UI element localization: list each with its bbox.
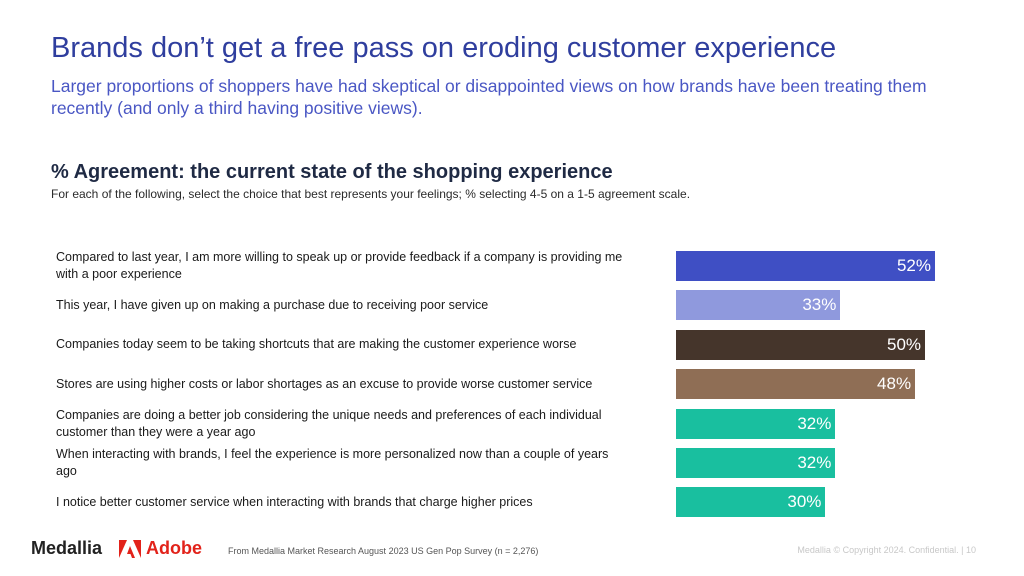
category-label: Companies are doing a better job conside…: [56, 407, 602, 439]
bar: 52%: [676, 251, 935, 281]
chart-title: % Agreement: the current state of the sh…: [51, 161, 613, 183]
page-title: Brands don’t get a free pass on eroding …: [51, 32, 837, 64]
bar: 30%: [676, 487, 826, 518]
category-label: This year, I have given up on making a p…: [56, 297, 489, 312]
bar-value-label: 30%: [787, 492, 822, 512]
copyright-note: Medallia © Copyright 2024. Confidential.…: [797, 545, 976, 555]
page-subtitle: Larger proportions of shoppers have had …: [51, 76, 927, 118]
bar: 48%: [676, 369, 916, 400]
adobe-logo-icon: [119, 540, 141, 558]
chart-subtitle: For each of the following, select the ch…: [51, 187, 691, 201]
bar-value-label: 52%: [896, 256, 931, 275]
bar: 33%: [676, 290, 841, 321]
bar-value-label: 48%: [877, 374, 912, 394]
bar: 50%: [676, 329, 926, 360]
category-label: Stores are using higher costs or labor s…: [56, 376, 593, 391]
category-label: When interacting with brands, I feel the…: [56, 447, 609, 478]
category-label: Companies today seem to be taking shortc…: [56, 337, 577, 352]
category-label: Compared to last year, I am more willing…: [56, 250, 623, 281]
category-label: I notice better customer service when in…: [56, 494, 533, 509]
source-note: From Medallia Market Research August 202…: [228, 546, 539, 556]
bar-value-label: 50%: [887, 334, 922, 354]
bar-value-label: 33%: [802, 295, 837, 315]
bar: 32%: [676, 448, 836, 478]
bar-value-label: 32%: [797, 413, 832, 433]
medallia-logo: Medallia: [31, 538, 103, 558]
bar: 32%: [676, 408, 836, 439]
bar-value-label: 32%: [797, 453, 832, 472]
adobe-logo-text: Adobe: [146, 538, 202, 558]
